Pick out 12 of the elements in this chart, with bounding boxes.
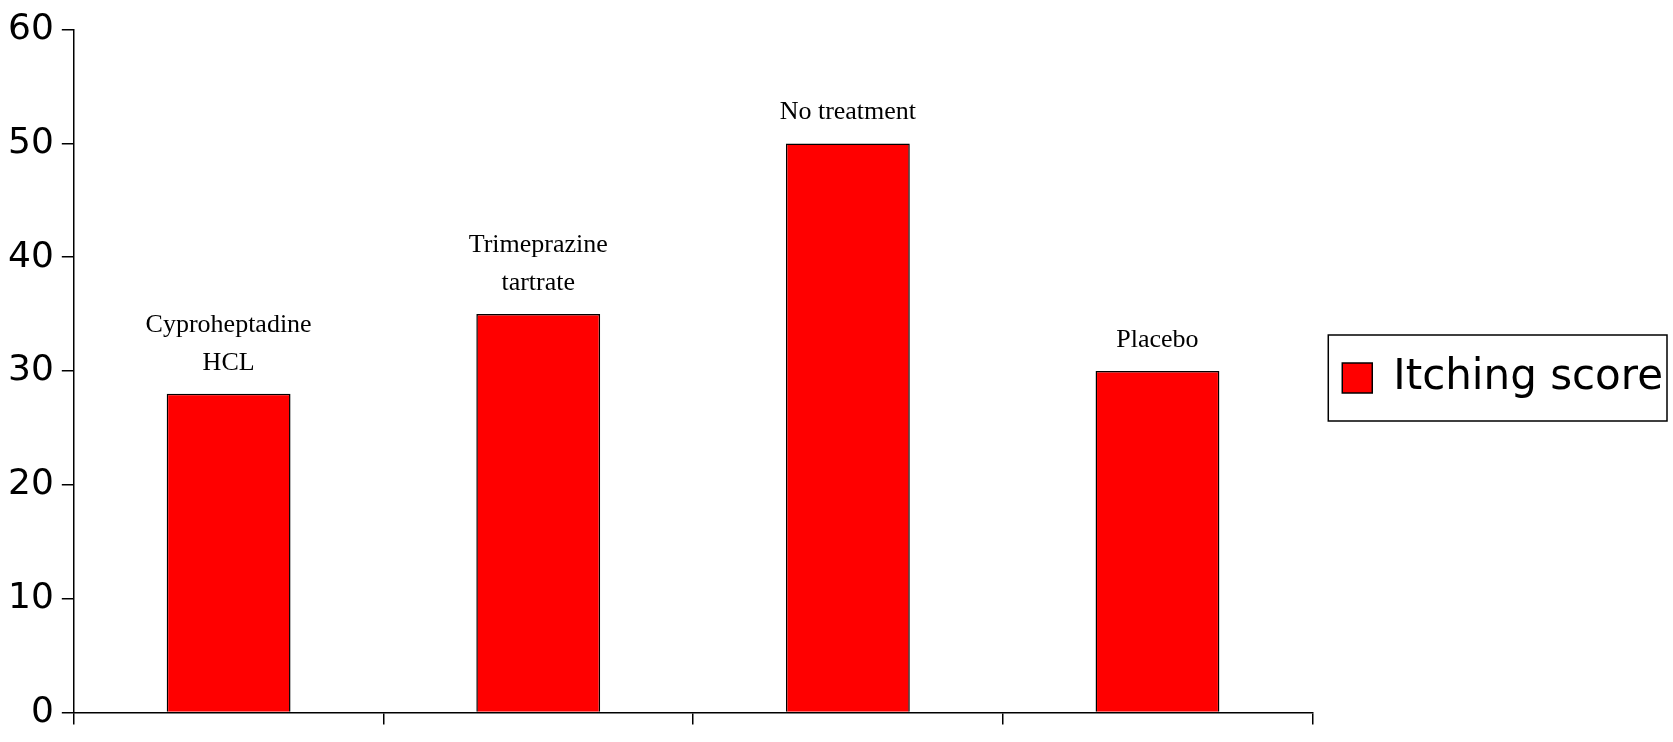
y-tick-label: 10 xyxy=(8,574,54,616)
y-tick-label: 40 xyxy=(8,233,54,275)
y-tick-label: 60 xyxy=(8,5,54,47)
x-tick-label: Cyproheptadine HCL xyxy=(145,308,312,376)
y-tick-label: 50 xyxy=(8,119,54,161)
x-tick-label: Placebo xyxy=(1116,324,1199,353)
x-tick-label: No treatment xyxy=(779,96,917,126)
y-tick-label: 30 xyxy=(8,347,54,389)
y-tick-label: 0 xyxy=(30,688,54,730)
x-tick-label: Trimeprazine tartrate xyxy=(468,229,608,297)
y-tick-label: 20 xyxy=(8,461,54,503)
legend-label: Itching score xyxy=(1393,349,1663,399)
